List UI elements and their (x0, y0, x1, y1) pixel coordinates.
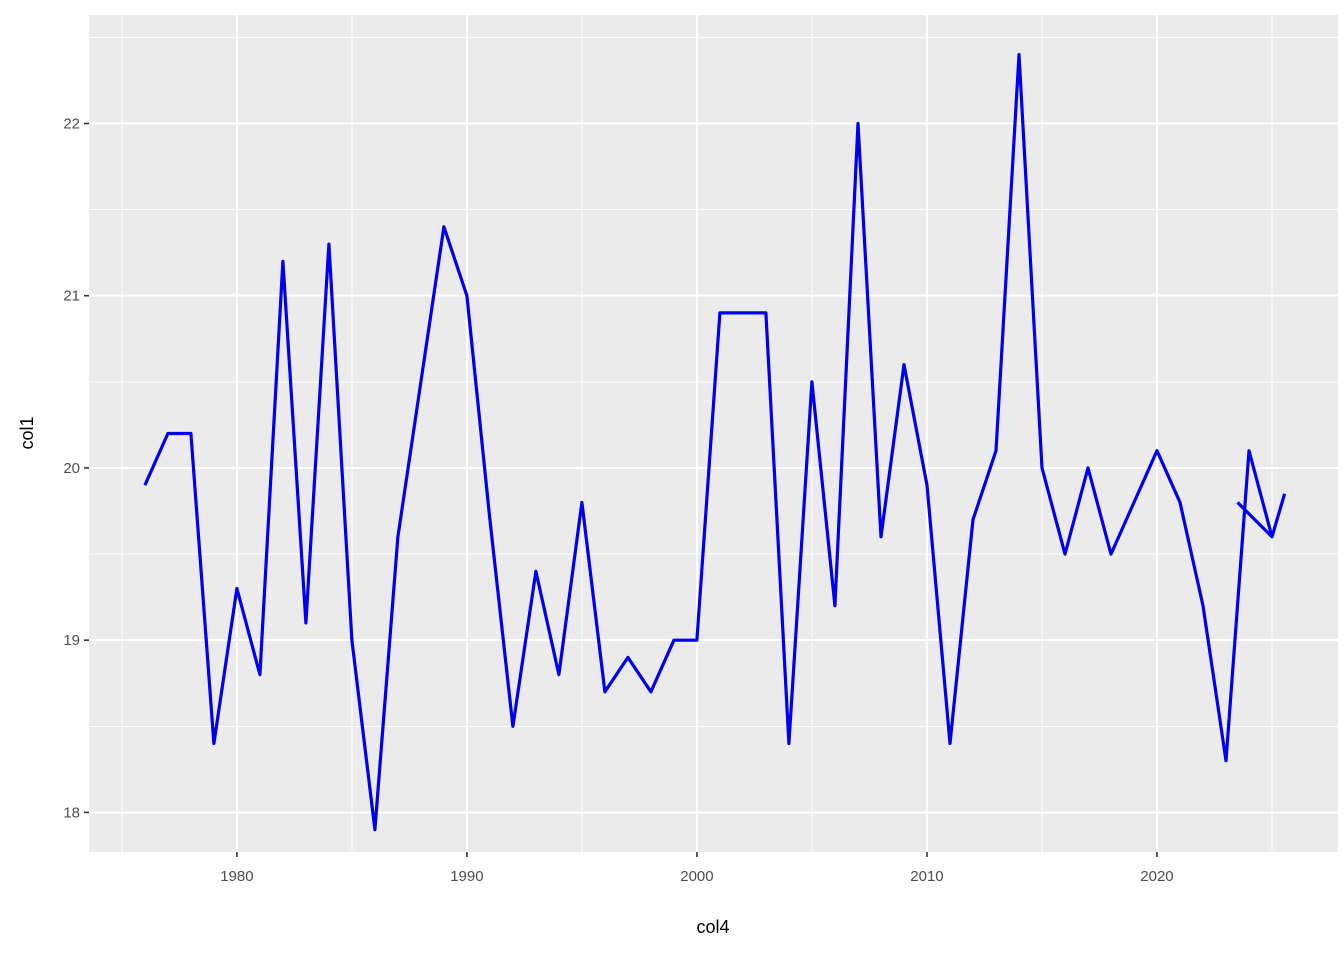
y-axis-title: col1 (17, 416, 37, 449)
axis-tick-labels: 1980 1990 2000 2010 2020 18 19 20 21 22 (63, 116, 1173, 886)
x-tick-label: 1980 (220, 868, 253, 885)
data-line-main (143, 52, 1274, 832)
y-tick-label: 22 (63, 116, 80, 133)
y-tick-label: 19 (63, 632, 80, 649)
x-axis-title: col4 (696, 917, 729, 937)
data-line-extra-overlap-segment (1236, 493, 1287, 539)
y-tick-label: 20 (63, 460, 80, 477)
x-tick-label: 1990 (450, 868, 483, 885)
y-tick-label: 21 (63, 288, 80, 305)
data-series (143, 52, 1287, 832)
plot-panel (89, 15, 1338, 852)
x-tick-label: 2020 (1140, 868, 1173, 885)
y-tick-label: 18 (63, 804, 80, 821)
x-tick-label: 2000 (680, 868, 713, 885)
axis-tick-marks (84, 122, 1158, 857)
minor-gridlines (89, 15, 1338, 852)
x-tick-label: 2010 (910, 868, 943, 885)
